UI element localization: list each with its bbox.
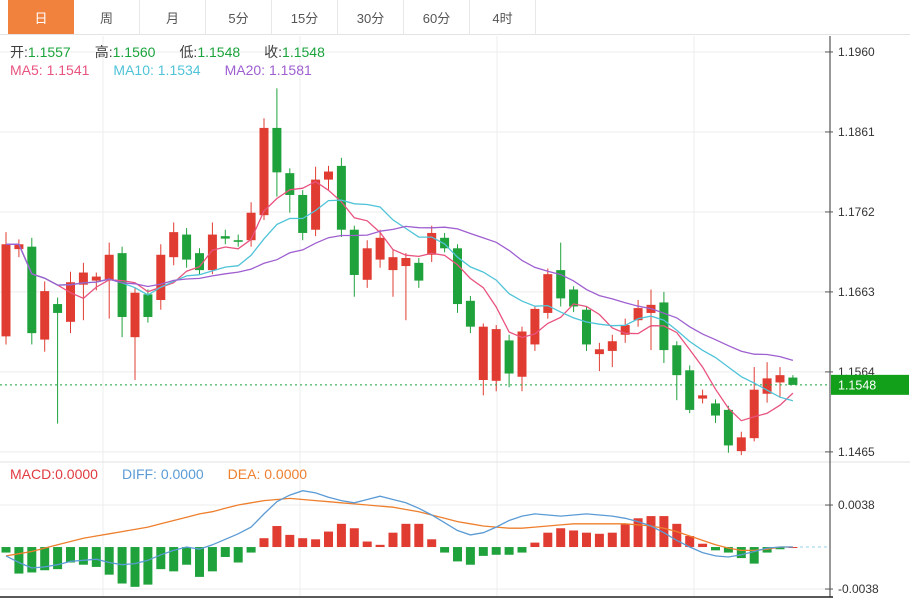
period-tabs: 日 周 月 5分 15分 30分 60分 4时	[0, 0, 910, 35]
dea-line	[5, 497, 793, 557]
macd-panel	[1, 490, 830, 587]
diff-line	[5, 490, 793, 569]
current-price-value: 1.1548	[838, 378, 876, 392]
axis-tick-label: 1.1960	[838, 45, 875, 59]
axis-tick-label: 1.1762	[838, 205, 875, 219]
axis-tick-label: -0.0038	[838, 582, 879, 596]
tab-4hour[interactable]: 4时	[470, 0, 536, 34]
axis-tick-label: 1.1465	[838, 445, 875, 459]
tab-day[interactable]: 日	[8, 0, 74, 34]
grid-layer	[0, 36, 910, 597]
tab-60min[interactable]: 60分	[404, 0, 470, 34]
candles-layer	[0, 88, 830, 456]
tab-5min[interactable]: 5分	[206, 0, 272, 34]
current-price-badge	[831, 374, 909, 395]
axis-tick-label: 0.0038	[838, 498, 875, 512]
tab-15min[interactable]: 15分	[272, 0, 338, 34]
tab-week[interactable]: 周	[74, 0, 140, 34]
tab-month[interactable]: 月	[140, 0, 206, 34]
ma10-line	[6, 199, 794, 402]
ma20-line	[6, 225, 794, 362]
ma-lines	[6, 180, 794, 422]
axis-tick-label: 1.1663	[838, 285, 875, 299]
price-axis: 1.19601.18611.17621.16631.15641.14650.00…	[0, 36, 909, 598]
tab-30min[interactable]: 30分	[338, 0, 404, 34]
axis-tick-label: 1.1861	[838, 125, 875, 139]
